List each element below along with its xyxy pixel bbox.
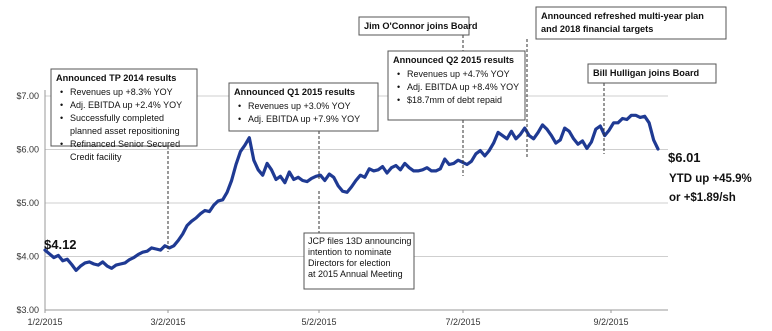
annotation-item: at 2015 Annual Meeting bbox=[308, 269, 403, 279]
annotation-bullet: • bbox=[60, 100, 63, 110]
annotation-title: Bill Hulligan joins Board bbox=[593, 68, 699, 78]
annotation-item: Adj. EBITDA up +2.4% YOY bbox=[70, 100, 182, 110]
annotation-item: Directors for election bbox=[308, 258, 391, 268]
y-tick-label: $4.00 bbox=[16, 252, 39, 262]
annotation-item: $18.7mm of debt repaid bbox=[407, 95, 502, 105]
y-tick-label: $3.00 bbox=[16, 305, 39, 315]
annotation-box bbox=[587, 63, 717, 84]
annotation-item: Revenues up +4.7% YOY bbox=[407, 69, 510, 79]
annotation-box bbox=[387, 50, 526, 121]
annotation-item: Refinanced Senior Secured bbox=[70, 139, 180, 149]
annotation-box bbox=[303, 232, 415, 290]
annotation-title: Announced TP 2014 results bbox=[56, 73, 176, 83]
annotation-bullet: • bbox=[60, 87, 63, 97]
annotation-title: and 2018 financial targets bbox=[541, 24, 653, 34]
annotation-box bbox=[358, 16, 470, 36]
annotation-bullet: • bbox=[397, 95, 400, 105]
annotation-box bbox=[228, 82, 379, 132]
annotation-item: JCP files 13D announcing bbox=[308, 236, 411, 246]
x-tick-label: 1/2/2015 bbox=[27, 317, 62, 327]
annotation-item: Adj. EBITDA up +7.9% YOY bbox=[248, 114, 360, 124]
annotation-box bbox=[50, 68, 198, 147]
annotation-bullet: • bbox=[397, 69, 400, 79]
annotation-title: Jim O'Connor joins Board bbox=[364, 21, 477, 31]
y-tick-label: $5.00 bbox=[16, 198, 39, 208]
annotation-bullet: • bbox=[238, 114, 241, 124]
annotation-box bbox=[535, 6, 727, 40]
annotation-item: Adj. EBITDA up +8.4% YOY bbox=[407, 82, 519, 92]
price-series-line bbox=[43, 113, 660, 272]
annotation-item: Revenues up +8.3% YOY bbox=[70, 87, 173, 97]
annotation-bullet: • bbox=[397, 82, 400, 92]
x-tick-label: 9/2/2015 bbox=[593, 317, 628, 327]
start-price-label: $4.12 bbox=[44, 237, 77, 252]
x-tick-label: 3/2/2015 bbox=[150, 317, 185, 327]
ytd-percent-note: YTD up +45.9% bbox=[669, 173, 752, 185]
y-tick-label: $7.00 bbox=[16, 91, 39, 101]
annotation-title: Announced refreshed multi-year plan bbox=[541, 11, 704, 21]
annotation-bullet: • bbox=[60, 113, 63, 123]
annotation-item: planned asset repositioning bbox=[70, 126, 180, 136]
annotation-title: Announced Q1 2015 results bbox=[234, 87, 355, 97]
annotation-bullet: • bbox=[60, 139, 63, 149]
x-tick-label: 7/2/2015 bbox=[445, 317, 480, 327]
annotation-item: Successfully completed bbox=[70, 113, 164, 123]
y-tick-label: $6.00 bbox=[16, 145, 39, 155]
ytd-dollar-note: or +$1.89/sh bbox=[669, 192, 736, 204]
annotation-bullet: • bbox=[238, 101, 241, 111]
annotation-item: Revenues up +3.0% YOY bbox=[248, 101, 351, 111]
x-tick-label: 5/2/2015 bbox=[301, 317, 336, 327]
annotation-title: Announced Q2 2015 results bbox=[393, 55, 514, 65]
annotation-item: intention to nominate bbox=[308, 247, 392, 257]
annotation-item: Credit facility bbox=[70, 152, 122, 162]
end-price-label: $6.01 bbox=[668, 150, 701, 165]
